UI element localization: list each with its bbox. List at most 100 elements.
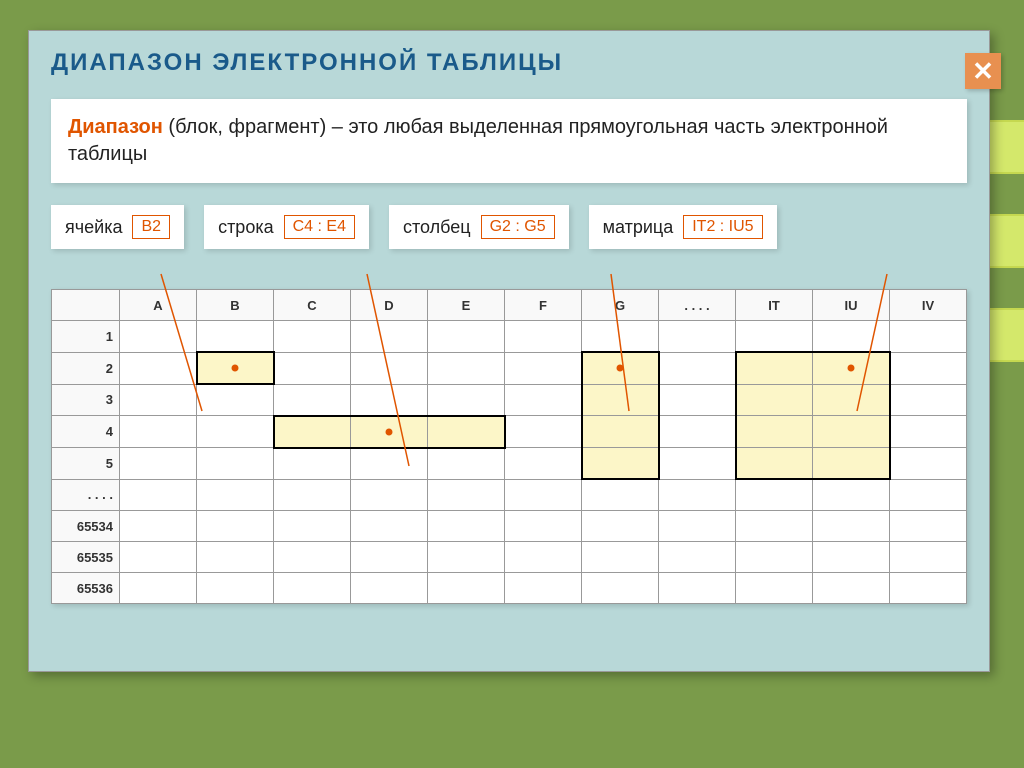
cell xyxy=(813,573,890,604)
cell xyxy=(197,384,274,416)
column-header: IT xyxy=(736,290,813,321)
column-header: C xyxy=(274,290,351,321)
definition-text: (блок, фрагмент) – это любая выделенная … xyxy=(68,116,888,165)
cell xyxy=(428,479,505,511)
tag-cell: ячейка B2 xyxy=(51,205,184,249)
cell xyxy=(274,384,351,416)
cell xyxy=(197,416,274,448)
cell xyxy=(582,416,659,448)
cell xyxy=(120,542,197,573)
cell xyxy=(120,352,197,384)
cell xyxy=(582,448,659,480)
cell xyxy=(736,511,813,542)
cell xyxy=(890,416,967,448)
tag-ref: B2 xyxy=(132,215,170,239)
cell xyxy=(505,511,582,542)
column-header: A xyxy=(120,290,197,321)
tag-label: ячейка xyxy=(65,217,122,238)
cell xyxy=(582,542,659,573)
cell xyxy=(736,352,813,384)
definition-box: Диапазон (блок, фрагмент) – это любая вы… xyxy=(51,99,967,183)
cell xyxy=(197,542,274,573)
cell xyxy=(890,352,967,384)
cell xyxy=(813,352,890,384)
cell xyxy=(582,479,659,511)
cell xyxy=(351,352,428,384)
tag-matrix: матрица IT2 : IU5 xyxy=(589,205,777,249)
cell xyxy=(428,384,505,416)
cell xyxy=(274,352,351,384)
cell xyxy=(659,416,736,448)
lesson-panel: ДИАПАЗОН ЭЛЕКТРОННОЙ ТАБЛИЦЫ ✕ Диапазон … xyxy=(28,30,990,672)
cell xyxy=(120,479,197,511)
grid-corner xyxy=(52,290,120,321)
row-header: 65536 xyxy=(52,573,120,604)
cell xyxy=(582,511,659,542)
cell xyxy=(197,321,274,353)
cell xyxy=(505,321,582,353)
cell xyxy=(659,542,736,573)
spreadsheet-grid: ABCDEFG. . . .ITIUIV12345. . . .65534655… xyxy=(51,289,967,604)
tag-ref: G2 : G5 xyxy=(481,215,555,239)
cell xyxy=(736,384,813,416)
cell xyxy=(428,511,505,542)
tag-column: столбец G2 : G5 xyxy=(389,205,569,249)
row-header: 1 xyxy=(52,321,120,353)
cell xyxy=(736,479,813,511)
close-button[interactable]: ✕ xyxy=(965,53,1001,89)
cell xyxy=(428,542,505,573)
cell xyxy=(659,352,736,384)
cell xyxy=(274,511,351,542)
row-header: 4 xyxy=(52,416,120,448)
cell xyxy=(274,542,351,573)
cell xyxy=(890,573,967,604)
cell xyxy=(582,352,659,384)
spreadsheet: ABCDEFG. . . .ITIUIV12345. . . .65534655… xyxy=(51,289,967,604)
cell xyxy=(428,448,505,480)
close-icon: ✕ xyxy=(972,56,994,87)
cell xyxy=(736,542,813,573)
cell xyxy=(813,416,890,448)
row-header: 65534 xyxy=(52,511,120,542)
cell xyxy=(274,448,351,480)
cell xyxy=(120,448,197,480)
cell xyxy=(505,479,582,511)
cell xyxy=(890,321,967,353)
cell xyxy=(120,384,197,416)
cell xyxy=(505,542,582,573)
cell xyxy=(890,384,967,416)
column-header: F xyxy=(505,290,582,321)
pointer-dot xyxy=(232,365,239,372)
cell xyxy=(197,511,274,542)
cell xyxy=(582,573,659,604)
cell xyxy=(505,416,582,448)
cell xyxy=(890,479,967,511)
cell xyxy=(736,321,813,353)
cell xyxy=(813,384,890,416)
cell xyxy=(120,511,197,542)
cell xyxy=(428,352,505,384)
cell xyxy=(505,384,582,416)
cell xyxy=(351,384,428,416)
range-examples-row: ячейка B2 строка C4 : E4 столбец G2 : G5… xyxy=(51,205,967,249)
title-bar: ДИАПАЗОН ЭЛЕКТРОННОЙ ТАБЛИЦЫ ✕ xyxy=(29,31,989,89)
cell xyxy=(197,479,274,511)
tag-row: строка C4 : E4 xyxy=(204,205,369,249)
cell xyxy=(197,352,274,384)
cell xyxy=(659,573,736,604)
column-header: B xyxy=(197,290,274,321)
pointer-dot xyxy=(617,365,624,372)
cell xyxy=(351,321,428,353)
cell xyxy=(659,448,736,480)
cell xyxy=(736,448,813,480)
cell xyxy=(813,321,890,353)
column-header: . . . . xyxy=(659,290,736,321)
row-header: 3 xyxy=(52,384,120,416)
cell xyxy=(813,511,890,542)
cell xyxy=(736,416,813,448)
column-header: IV xyxy=(890,290,967,321)
cell xyxy=(582,384,659,416)
row-header: 5 xyxy=(52,448,120,480)
cell xyxy=(274,479,351,511)
pointer-dot xyxy=(386,428,393,435)
